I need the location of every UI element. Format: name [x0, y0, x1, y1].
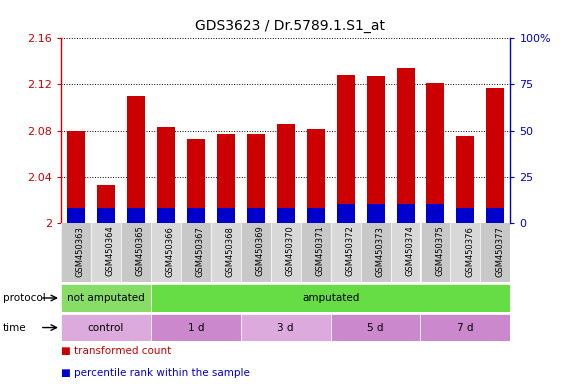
Text: GSM450377: GSM450377 — [495, 226, 505, 276]
Bar — [241, 314, 331, 341]
Bar — [480, 223, 510, 282]
Text: not amputated: not amputated — [67, 293, 145, 303]
Bar — [151, 284, 510, 312]
Bar — [67, 131, 85, 223]
Text: ■ transformed count: ■ transformed count — [61, 346, 171, 356]
Bar — [246, 208, 264, 223]
Text: 1 d: 1 d — [187, 323, 204, 333]
Bar — [426, 204, 444, 223]
Text: 3 d: 3 d — [277, 323, 294, 333]
Bar — [127, 96, 145, 223]
Text: GSM450370: GSM450370 — [285, 226, 295, 276]
Bar — [211, 223, 241, 282]
Bar — [61, 314, 151, 341]
Text: GDS3623 / Dr.5789.1.S1_at: GDS3623 / Dr.5789.1.S1_at — [195, 19, 385, 33]
Bar — [61, 223, 91, 282]
Bar — [187, 208, 205, 223]
Text: amputated: amputated — [302, 293, 359, 303]
Bar — [97, 208, 115, 223]
Text: GSM450363: GSM450363 — [76, 226, 85, 276]
Bar — [181, 223, 211, 282]
Text: GSM450372: GSM450372 — [346, 226, 354, 276]
Bar — [367, 76, 385, 223]
Bar — [217, 208, 235, 223]
Bar — [397, 68, 415, 223]
Bar — [151, 314, 241, 341]
Text: GSM450369: GSM450369 — [256, 226, 264, 276]
Bar — [67, 208, 85, 223]
Bar — [307, 208, 325, 223]
Bar — [277, 124, 295, 223]
Bar — [246, 134, 264, 223]
Text: time: time — [3, 323, 27, 333]
Text: 7 d: 7 d — [457, 323, 474, 333]
Bar — [487, 88, 505, 223]
Bar — [487, 208, 505, 223]
Text: GSM450368: GSM450368 — [226, 226, 235, 276]
Bar — [331, 223, 361, 282]
Bar — [217, 134, 235, 223]
Text: ■ percentile rank within the sample: ■ percentile rank within the sample — [61, 367, 250, 377]
Bar — [397, 204, 415, 223]
Text: control: control — [88, 323, 124, 333]
Bar — [271, 223, 300, 282]
Bar — [151, 223, 181, 282]
Bar — [336, 204, 354, 223]
Bar — [390, 223, 420, 282]
Bar — [367, 204, 385, 223]
Bar — [157, 208, 175, 223]
Bar — [187, 139, 205, 223]
Bar — [127, 208, 145, 223]
Text: 5 d: 5 d — [367, 323, 384, 333]
Bar — [121, 223, 151, 282]
Text: protocol: protocol — [3, 293, 46, 303]
Bar — [456, 136, 474, 223]
Bar — [277, 208, 295, 223]
Text: GSM450364: GSM450364 — [106, 226, 115, 276]
Text: GSM450374: GSM450374 — [405, 226, 415, 276]
Bar — [61, 284, 151, 312]
Bar — [300, 223, 331, 282]
Bar — [336, 75, 354, 223]
Bar — [307, 129, 325, 223]
Text: GSM450375: GSM450375 — [436, 226, 444, 276]
Bar — [451, 223, 480, 282]
Bar — [420, 314, 510, 341]
Text: GSM450371: GSM450371 — [316, 226, 325, 276]
Text: GSM450367: GSM450367 — [196, 226, 205, 276]
Text: GSM450376: GSM450376 — [465, 226, 474, 276]
Bar — [91, 223, 121, 282]
Bar — [331, 314, 420, 341]
Bar — [456, 208, 474, 223]
Bar — [241, 223, 271, 282]
Bar — [426, 83, 444, 223]
Bar — [97, 185, 115, 223]
Bar — [157, 127, 175, 223]
Bar — [420, 223, 451, 282]
Text: GSM450365: GSM450365 — [136, 226, 145, 276]
Text: GSM450373: GSM450373 — [376, 226, 385, 276]
Text: GSM450366: GSM450366 — [166, 226, 175, 276]
Bar — [361, 223, 390, 282]
